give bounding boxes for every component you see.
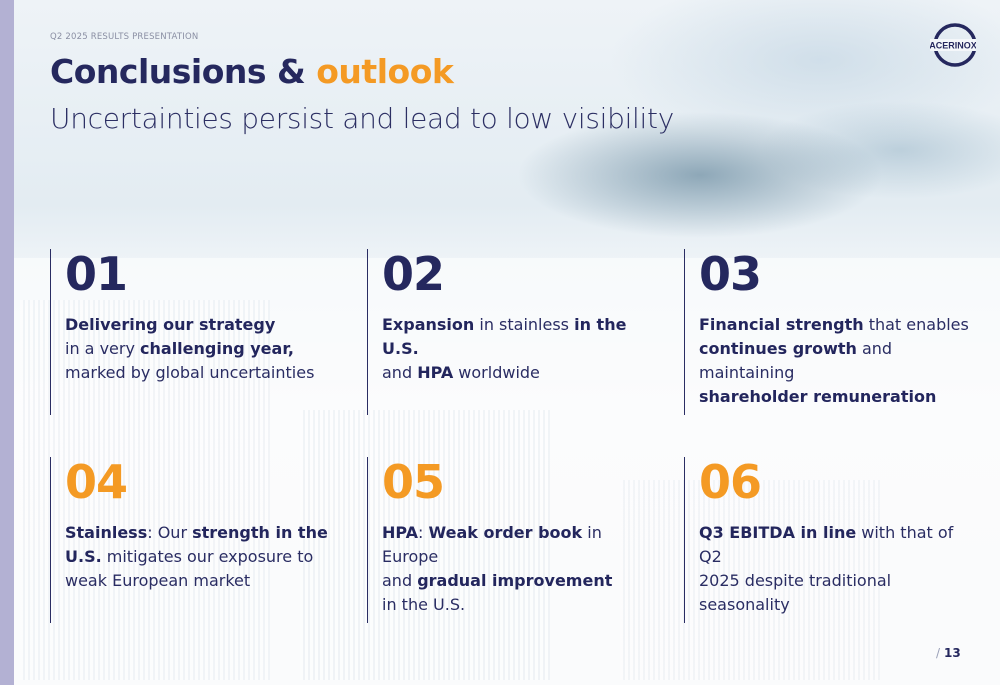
card-text-bold: continues growth [699, 339, 857, 358]
card-text-bold: gradual improvement [417, 571, 613, 590]
card-text-run: : [418, 523, 429, 542]
title-main: Conclusions & [50, 52, 317, 91]
card-text-bold: strength in the [192, 523, 328, 542]
card-number: 05 [382, 455, 445, 509]
card-number: 06 [699, 455, 762, 509]
conclusion-card-05: 05 HPA: Weak order book in Europe and gra… [367, 457, 657, 623]
card-text-bold: Delivering our strategy [65, 315, 276, 334]
card-text-run: 2025 despite traditional seasonality [699, 571, 892, 614]
card-text-line: Financial strength that enables [699, 313, 974, 337]
card-text-bold: Financial strength [699, 315, 864, 334]
card-text-line: HPA: Weak order book in Europe [382, 521, 657, 569]
card-text-line: Stainless: Our strength in the [65, 521, 340, 545]
card-text-run: worldwide [453, 363, 540, 382]
page-subtitle: Uncertainties persist and lead to low vi… [50, 102, 674, 135]
conclusion-card-02: 02 Expansion in stainless in the U.S. and… [367, 249, 657, 415]
card-text-run: that enables [863, 315, 969, 334]
card-number: 01 [65, 247, 128, 301]
card-number: 03 [699, 247, 762, 301]
card-text-line: in the U.S. [382, 593, 657, 617]
title-accent: outlook [316, 52, 454, 91]
card-text-run: in the U.S. [382, 595, 466, 614]
background-building [300, 410, 550, 680]
card-text-bold: Expansion [382, 315, 475, 334]
card-text-run: and [382, 571, 418, 590]
card-text-bold: shareholder remuneration [699, 387, 937, 406]
conclusion-card-03: 03 Financial strength that enables contin… [684, 249, 974, 415]
logo-wordmark: ACERINOX [930, 41, 976, 51]
left-accent-bar [0, 0, 14, 685]
card-text: HPA: Weak order book in Europe and gradua… [382, 521, 657, 617]
card-text-line: Q3 EBITDA in line with that of Q2 [699, 521, 974, 569]
card-text-line: and gradual improvement [382, 569, 657, 593]
background-building [20, 300, 270, 680]
card-text-line: U.S. mitigates our exposure to [65, 545, 340, 569]
card-text-line: in a very challenging year, [65, 337, 340, 361]
card-text-run: in stainless [474, 315, 575, 334]
page-slash: / [936, 646, 941, 660]
card-text-line: continues growth and maintaining [699, 337, 974, 385]
card-text-run: marked by global uncertainties [65, 363, 315, 382]
card-text-bold: Q3 EBITDA in line [699, 523, 857, 542]
card-text: Financial strength that enables continues… [699, 313, 974, 409]
card-text-line: Expansion in stainless in the U.S. [382, 313, 657, 361]
conclusion-card-04: 04 Stainless: Our strength in the U.S. mi… [50, 457, 340, 623]
card-text-line: weak European market [65, 569, 340, 593]
card-text-line: and HPA worldwide [382, 361, 657, 385]
card-text-line: marked by global uncertainties [65, 361, 340, 385]
card-text-line: Delivering our strategy [65, 313, 340, 337]
card-text-run: weak European market [65, 571, 251, 590]
card-text-run: with that of Q2 [699, 523, 954, 566]
card-text-line: 2025 despite traditional seasonality [699, 569, 974, 617]
card-text-bold: challenging year, [140, 339, 294, 358]
card-text-bold: U.S. [65, 547, 102, 566]
card-text-bold: Weak order book [428, 523, 583, 542]
conclusion-card-01: 01 Delivering our strategy in a very chal… [50, 249, 340, 415]
card-text-run: mitigates our exposure to [101, 547, 314, 566]
card-number: 02 [382, 247, 445, 301]
content-panel [14, 258, 1000, 685]
card-number: 04 [65, 455, 128, 509]
card-text-run: in Europe [382, 523, 602, 566]
conclusion-card-06: 06 Q3 EBITDA in line with that of Q2 2025… [684, 457, 974, 623]
background-building [620, 480, 880, 680]
card-text: Expansion in stainless in the U.S. and HP… [382, 313, 657, 385]
presentation-kicker: Q2 2025 RESULTS PRESENTATION [50, 32, 199, 42]
card-text: Delivering our strategy in a very challen… [65, 313, 340, 385]
card-text: Q3 EBITDA in line with that of Q2 2025 de… [699, 521, 974, 617]
card-text-bold: Stainless [65, 523, 148, 542]
card-text-run: and [382, 363, 418, 382]
card-text-run: and maintaining [699, 339, 893, 382]
card-text: Stainless: Our strength in the U.S. mitig… [65, 521, 340, 593]
card-text-line: shareholder remuneration [699, 385, 974, 409]
card-text-bold: in the U.S. [382, 315, 627, 358]
page-title: Conclusions & outlook [50, 52, 454, 91]
card-text-run: : Our [147, 523, 193, 542]
page-number: /13 [936, 646, 961, 660]
page-number-value: 13 [944, 646, 961, 660]
card-text-bold: HPA [417, 363, 454, 382]
acerinox-logo: ACERINOX [930, 23, 976, 67]
card-text-bold: HPA [382, 523, 419, 542]
card-text-run: in a very [65, 339, 141, 358]
